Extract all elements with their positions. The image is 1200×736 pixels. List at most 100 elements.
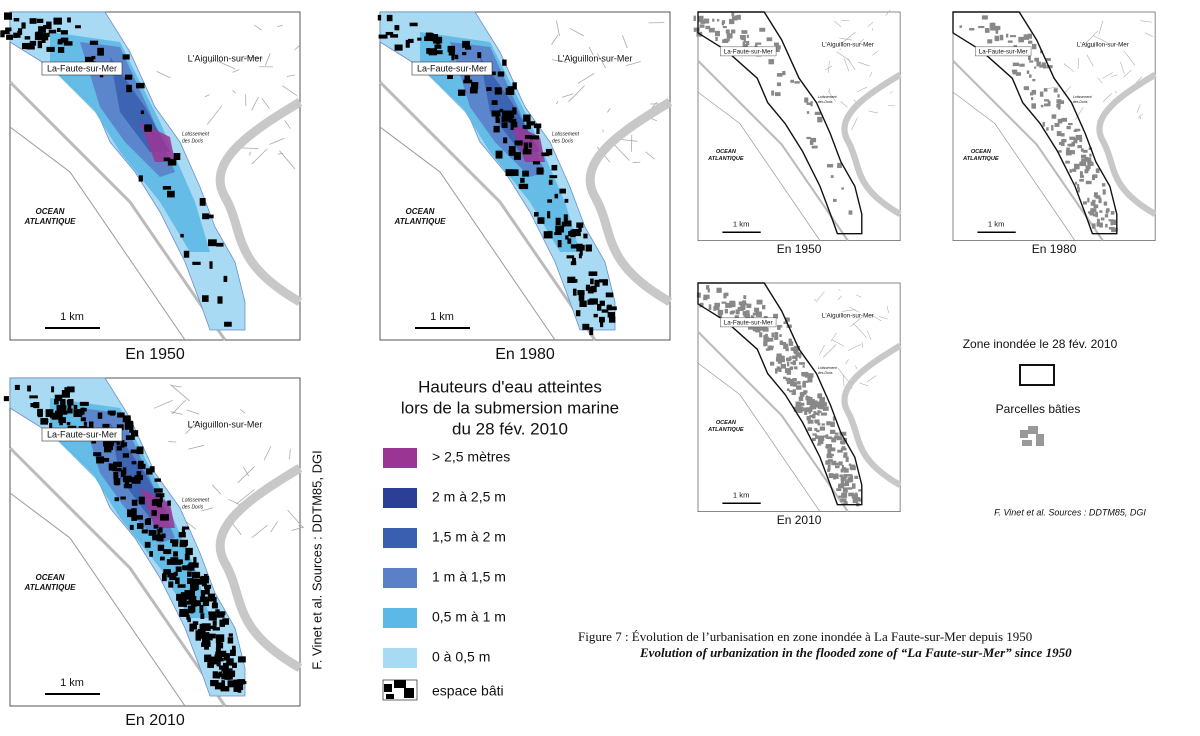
built-parcel (585, 244, 592, 252)
built-parcel (807, 419, 814, 424)
built-parcel (211, 602, 218, 609)
parcels-legend-label: Parcelles bâties (996, 402, 1081, 416)
built-parcel (163, 549, 172, 555)
built-parcel (29, 395, 38, 399)
street (282, 85, 298, 97)
built-parcel (73, 409, 83, 417)
built-parcel (35, 31, 44, 39)
street (1111, 74, 1118, 77)
built-parcel (218, 671, 223, 677)
built-parcel (58, 410, 63, 414)
built-parcel (826, 453, 833, 459)
built-parcel (578, 226, 582, 232)
built-parcel (157, 499, 163, 508)
coast-road (8, 80, 227, 341)
built-parcel (806, 136, 811, 140)
built-parcel (1079, 178, 1084, 182)
built-parcel (1031, 103, 1037, 109)
built-parcel (850, 466, 854, 470)
built-parcel (729, 300, 736, 305)
map-caption: En 1950 (777, 242, 822, 256)
built-parcel (817, 393, 823, 399)
built-parcel (1086, 157, 1092, 162)
street (859, 38, 865, 43)
built-parcel (102, 423, 110, 428)
built-parcel (177, 584, 186, 588)
built-parcel (1043, 64, 1047, 69)
street (172, 399, 187, 415)
built-parcel (526, 121, 536, 126)
built-parcel (110, 442, 115, 446)
built-parcel (771, 90, 775, 96)
built-parcel (723, 293, 727, 299)
built-parcel (1018, 36, 1025, 43)
built-parcel (501, 122, 508, 128)
built-parcel (1069, 169, 1072, 173)
built-parcel (60, 30, 68, 35)
street (1102, 72, 1113, 79)
built-parcel (762, 305, 766, 310)
built-parcel (1091, 212, 1094, 216)
built-parcel (1060, 133, 1065, 137)
built-parcel (1106, 208, 1110, 213)
built-parcel (41, 32, 50, 38)
built-parcel (1095, 168, 1100, 173)
built-parcel (800, 391, 807, 395)
built-parcel (775, 368, 779, 372)
town-box (41, 427, 123, 442)
built-swatch-frame (382, 679, 418, 701)
built-parcel (519, 183, 529, 190)
built-parcel (126, 84, 132, 93)
built-parcel (1110, 211, 1115, 215)
built-parcel (227, 637, 234, 644)
built-parcel (567, 238, 572, 244)
built-parcel (559, 188, 566, 194)
built-parcel (848, 210, 853, 215)
built-parcel (536, 126, 540, 134)
street (858, 61, 870, 67)
built-parcel (1056, 99, 1062, 104)
built-parcel (774, 92, 781, 97)
built-parcel (786, 388, 790, 391)
map: La-Faute-sur-Mer L'Aiguillon-sur-Mer OCEAN… (952, 11, 1157, 242)
built-parcel (820, 436, 823, 441)
built-parcel (570, 261, 577, 266)
site-label: des Doris (1073, 100, 1088, 104)
built-parcel (153, 498, 161, 503)
built-parcel (469, 87, 478, 94)
built-parcel (405, 39, 410, 48)
legend-label: 0 à 0,5 m (432, 649, 490, 665)
built-parcel (29, 18, 37, 24)
built-parcel (590, 278, 594, 285)
ocean-label: ATLANTIQUE (707, 156, 744, 162)
built-parcel (1069, 143, 1074, 147)
built-parcel (796, 406, 803, 411)
built-parcel (1044, 103, 1050, 107)
built-parcel (513, 169, 519, 176)
built-parcel (394, 25, 400, 31)
built-parcel (818, 404, 825, 410)
built-parcel (698, 18, 701, 23)
built-parcel (838, 483, 842, 487)
built-parcel (1084, 169, 1089, 174)
built-parcel (786, 357, 791, 362)
built-parcel (219, 619, 225, 627)
coast-road (378, 80, 597, 341)
built-parcel (530, 135, 540, 140)
built-parcel (995, 29, 999, 34)
built-parcel (822, 406, 829, 411)
built-parcel (763, 315, 768, 319)
built-parcel (533, 123, 542, 129)
built-parcel (67, 17, 71, 23)
built-parcel (799, 393, 805, 397)
built-parcel (3, 12, 12, 20)
built-parcel (773, 313, 779, 319)
built-parcel (1042, 121, 1045, 127)
legend-label: espace bâti (432, 683, 504, 699)
built-parcel (477, 52, 482, 59)
street (1123, 50, 1136, 66)
built-parcel (802, 382, 806, 388)
built-parcel (782, 70, 786, 76)
built-parcel (187, 564, 195, 571)
street (204, 94, 210, 98)
